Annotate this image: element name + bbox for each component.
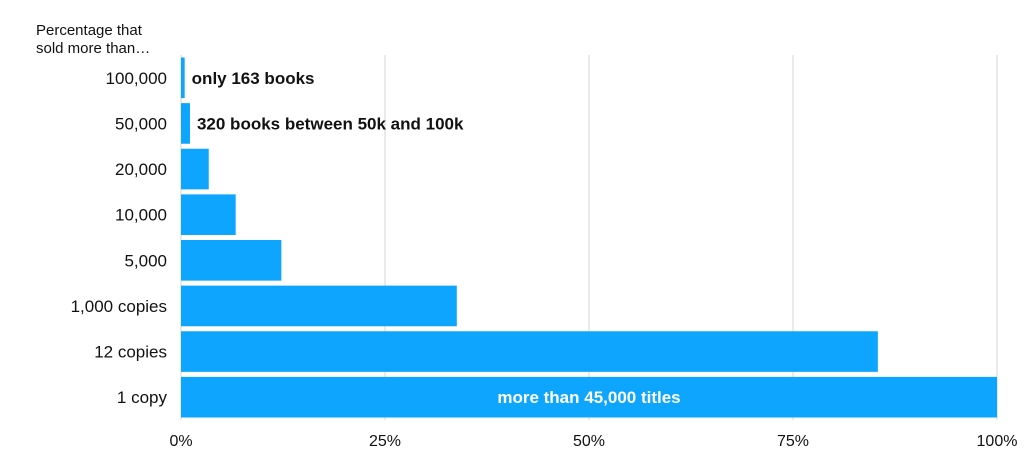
bar — [181, 240, 282, 281]
x-tick-label: 25% — [369, 433, 401, 450]
x-tick-labels: 0% 25% 50% 75% 100% — [169, 433, 1017, 450]
y-tick-label: 1 copy — [117, 388, 168, 407]
bars — [181, 57, 997, 418]
y-tick-labels: 100,000 50,000 20,000 10,000 5,000 1,000 copi… — [71, 69, 168, 407]
x-tick-label: 50% — [573, 433, 605, 450]
bar — [181, 285, 457, 327]
annotation-label: 320 books between 50k and 100k — [197, 114, 464, 133]
annotations: only 163 books 320 books between 50k and … — [192, 69, 681, 407]
bar — [181, 376, 997, 418]
x-tick-label: 100% — [977, 433, 1018, 450]
y-tick-label: 100,000 — [106, 69, 167, 88]
y-tick-label: 12 copies — [94, 343, 167, 362]
annotation-label: only 163 books — [192, 69, 315, 88]
bar — [181, 331, 878, 372]
y-axis-title-line2: sold more than… — [36, 40, 151, 57]
bar — [181, 148, 209, 190]
y-tick-label: 50,000 — [115, 114, 167, 133]
y-axis-title-line1: Percentage that — [36, 22, 142, 39]
y-axis-title: Percentage that sold more than… — [36, 22, 150, 58]
y-tick-label: 5,000 — [124, 251, 167, 270]
bar — [181, 194, 236, 235]
x-tick-label: 0% — [169, 433, 192, 450]
y-tick-label: 10,000 — [115, 206, 167, 225]
y-tick-label: 1,000 copies — [71, 297, 167, 316]
x-tick-label: 75% — [777, 433, 809, 450]
y-tick-label: 20,000 — [115, 160, 167, 179]
bar — [181, 103, 190, 144]
annotation-label: more than 45,000 titles — [497, 388, 680, 407]
bar — [181, 57, 185, 99]
